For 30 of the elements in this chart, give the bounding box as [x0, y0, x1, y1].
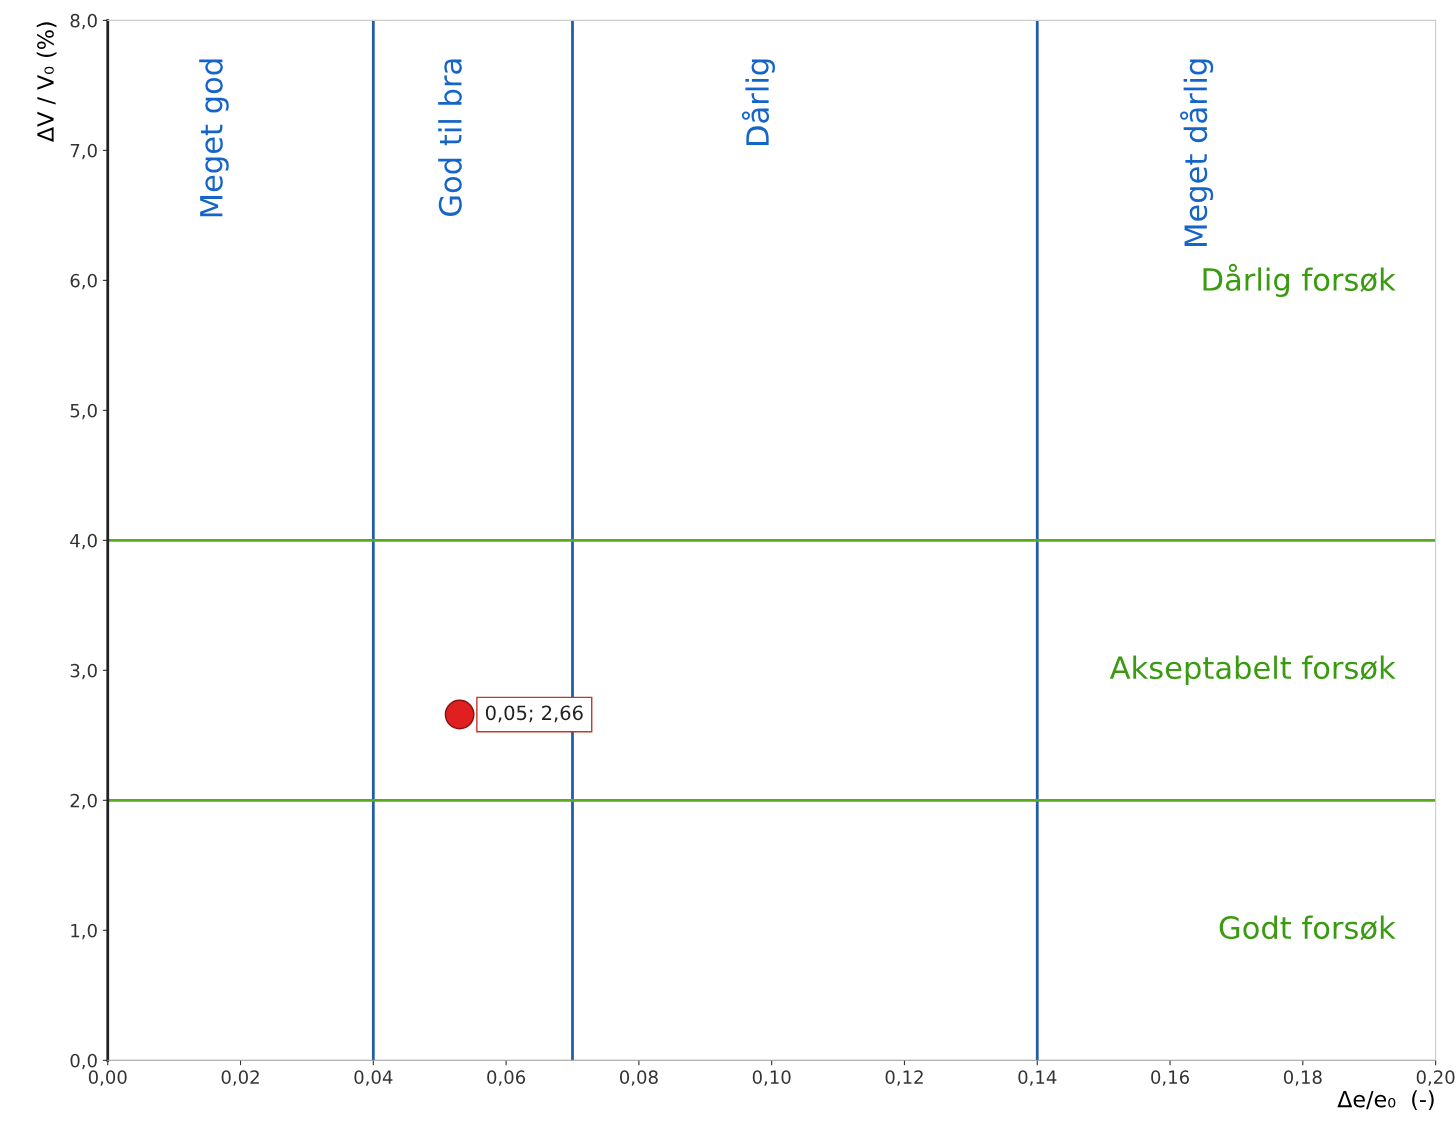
x-tick-label: 0,18	[1283, 1070, 1322, 1086]
y-tick-label: 5,0	[70, 403, 97, 420]
x-tick-label: 0,20	[1416, 1070, 1455, 1086]
x-tick-label: 0,08	[619, 1070, 658, 1086]
x-tick-label: 0,10	[752, 1070, 791, 1086]
y-tick-label: 3,0	[70, 663, 97, 680]
y-tick-label: 4,0	[70, 533, 97, 550]
annotation: Akseptabelt forsøk	[1109, 655, 1396, 686]
annotation: God til bra	[438, 59, 462, 216]
y-tick-label: 2,0	[70, 793, 97, 810]
x-tick-label: 0,12	[885, 1070, 923, 1086]
y-tick-label: 6,0	[70, 273, 97, 290]
x-tick-label: 0,16	[1151, 1070, 1190, 1086]
annotation: Meget god	[199, 59, 229, 217]
y-tick-label: 0,0	[70, 1053, 97, 1070]
y-tick-label: 1,0	[71, 923, 97, 940]
y-tick-label: 7,0	[70, 143, 97, 160]
x-tick-label: 0,00	[88, 1070, 127, 1086]
annotation: Dårlig	[741, 59, 775, 145]
data-label: 0,05; 2,66	[485, 705, 583, 723]
annotation: Godt forsøk	[1219, 915, 1396, 941]
y-axis-title: ΔV / V₀ (%)	[36, 22, 57, 142]
annotation: Meget dårlig	[1180, 59, 1214, 246]
x-tick-label: 0,04	[354, 1070, 393, 1086]
x-axis-title: Δe/e₀ (-)	[1337, 1090, 1434, 1111]
x-tick-label: 0,02	[221, 1070, 259, 1086]
annotation: Dårlig forsøk	[1203, 263, 1396, 297]
y-tick-label: 8,0	[70, 13, 97, 30]
x-tick-label: 0,14	[1018, 1070, 1057, 1086]
x-tick-label: 0,06	[487, 1070, 526, 1086]
